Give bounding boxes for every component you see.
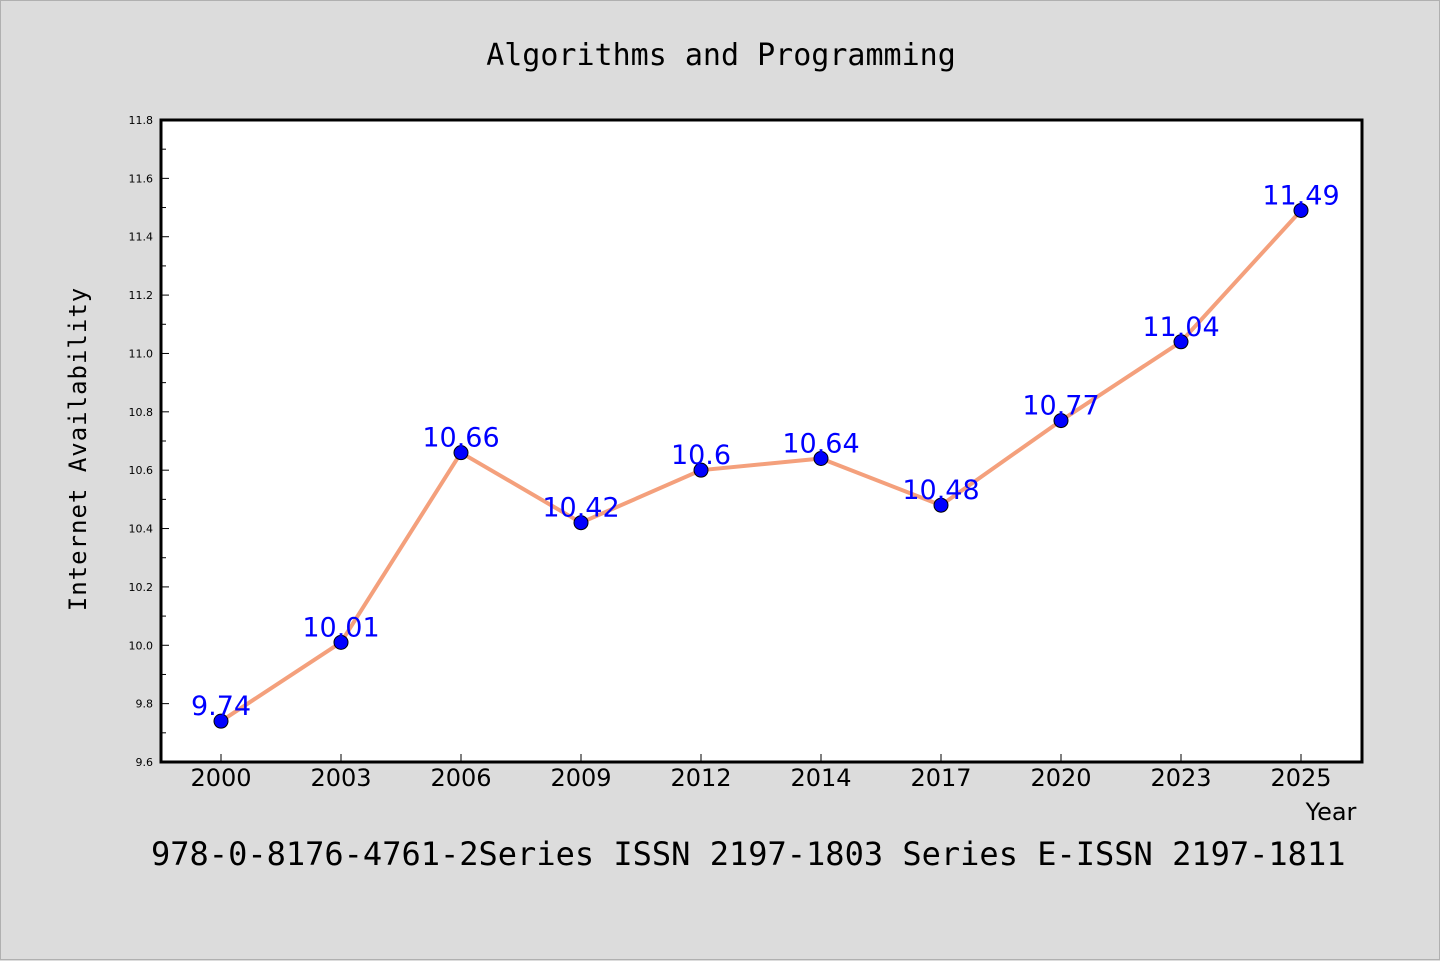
- x-tick-label: 2023: [1150, 764, 1211, 792]
- x-axis: 2000 2003 2006 2009 2012 2014 2017 2020 2023 2025: [190, 754, 1332, 792]
- y-tick-label: 10.8: [129, 406, 154, 419]
- y-tick-label: 11.8: [129, 114, 154, 127]
- data-point-marker: [1053, 413, 1069, 429]
- x-tick-label: 2000: [190, 764, 251, 792]
- data-point-marker: [693, 462, 709, 478]
- data-label: 11.49: [1262, 180, 1339, 211]
- data-point-marker: [933, 497, 949, 513]
- y-tick-label: 9.8: [136, 698, 154, 711]
- y-axis-label: Internet Availability: [64, 287, 92, 611]
- series-line-group: [219, 209, 1303, 723]
- y-tick-label: 10.4: [129, 523, 154, 536]
- y-tick-label: 11.0: [129, 347, 154, 360]
- y-tick-label: 11.6: [129, 172, 154, 185]
- footer-isbn-text: 978-0-8176-4761-2Series ISSN 2197-1803 S…: [151, 835, 1345, 873]
- y-tick-label: 9.6: [136, 756, 154, 769]
- x-axis-label: Year: [1305, 798, 1357, 826]
- data-point-marker: [1293, 202, 1309, 218]
- y-tick-label: 10.6: [129, 464, 154, 477]
- data-label: 10.6: [671, 440, 731, 471]
- data-point-marker: [333, 634, 349, 650]
- y-axis: 9.6 9.8 10.0 10.2 10.4 10.6 10.8 11.0 11.2 11.4 11…: [129, 114, 169, 769]
- data-point-marker: [1173, 334, 1189, 350]
- data-point-marker: [573, 515, 589, 531]
- y-tick-label: 10.2: [129, 581, 154, 594]
- plot-area: [159, 118, 1364, 764]
- y-tick-label: 10.0: [129, 639, 154, 652]
- y-tick-label: 11.4: [129, 231, 154, 244]
- data-label: 10.01: [302, 612, 379, 643]
- data-label: 9.74: [191, 691, 251, 722]
- x-tick-label: 2017: [910, 764, 971, 792]
- x-tick-label: 2012: [670, 764, 731, 792]
- data-labels-group: 9.74 10.01 10.66 10.42 10.6 10.64 10.48 10.77 11…: [191, 180, 1340, 722]
- data-label: 10.66: [422, 423, 499, 454]
- x-tick-label: 2014: [790, 764, 851, 792]
- chart-title: Algorithms and Programming: [486, 38, 956, 73]
- x-tick-label: 2025: [1270, 764, 1331, 792]
- x-tick-label: 2009: [550, 764, 611, 792]
- y-tick-label: 11.2: [129, 289, 154, 302]
- data-label: 10.48: [902, 475, 979, 506]
- markers-group: [213, 202, 1309, 729]
- data-label: 10.64: [782, 429, 859, 460]
- series-line: [219, 209, 1303, 723]
- data-point-marker: [453, 445, 469, 461]
- data-point-marker: [813, 451, 829, 467]
- x-tick-label: 2020: [1030, 764, 1091, 792]
- data-label: 11.04: [1142, 312, 1219, 343]
- x-tick-label: 2006: [430, 764, 491, 792]
- data-label: 10.77: [1022, 391, 1099, 422]
- data-point-marker: [213, 713, 229, 729]
- x-tick-label: 2003: [310, 764, 371, 792]
- data-label: 10.42: [542, 493, 619, 524]
